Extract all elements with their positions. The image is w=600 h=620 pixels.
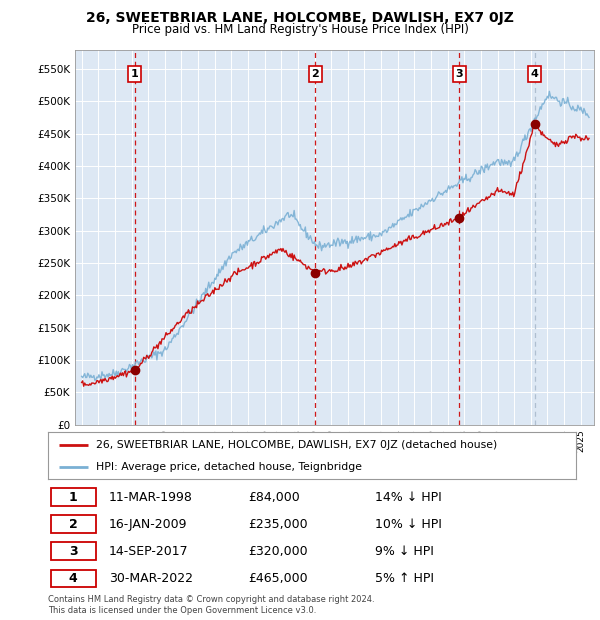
Text: 26, SWEETBRIAR LANE, HOLCOMBE, DAWLISH, EX7 0JZ: 26, SWEETBRIAR LANE, HOLCOMBE, DAWLISH, …: [86, 11, 514, 25]
Text: 3: 3: [69, 545, 77, 558]
Text: 14-SEP-2017: 14-SEP-2017: [109, 545, 188, 558]
Text: £84,000: £84,000: [248, 490, 301, 503]
Text: 4: 4: [69, 572, 77, 585]
Text: 2: 2: [69, 518, 77, 531]
FancyBboxPatch shape: [50, 542, 95, 560]
FancyBboxPatch shape: [50, 570, 95, 588]
Text: HPI: Average price, detached house, Teignbridge: HPI: Average price, detached house, Teig…: [95, 462, 362, 472]
Text: 30-MAR-2022: 30-MAR-2022: [109, 572, 193, 585]
Text: 16-JAN-2009: 16-JAN-2009: [109, 518, 187, 531]
Text: 1: 1: [69, 490, 77, 503]
Text: £465,000: £465,000: [248, 572, 308, 585]
Text: 26, SWEETBRIAR LANE, HOLCOMBE, DAWLISH, EX7 0JZ (detached house): 26, SWEETBRIAR LANE, HOLCOMBE, DAWLISH, …: [95, 440, 497, 450]
Text: 10% ↓ HPI: 10% ↓ HPI: [376, 518, 442, 531]
Text: Contains HM Land Registry data © Crown copyright and database right 2024.
This d: Contains HM Land Registry data © Crown c…: [48, 595, 374, 614]
Text: 2: 2: [311, 69, 319, 79]
Text: 9% ↓ HPI: 9% ↓ HPI: [376, 545, 434, 558]
Text: £235,000: £235,000: [248, 518, 308, 531]
Text: 14% ↓ HPI: 14% ↓ HPI: [376, 490, 442, 503]
Text: 4: 4: [531, 69, 539, 79]
FancyBboxPatch shape: [50, 515, 95, 533]
Text: 1: 1: [131, 69, 139, 79]
Text: Price paid vs. HM Land Registry's House Price Index (HPI): Price paid vs. HM Land Registry's House …: [131, 23, 469, 36]
FancyBboxPatch shape: [50, 488, 95, 506]
Text: 3: 3: [455, 69, 463, 79]
Text: 5% ↑ HPI: 5% ↑ HPI: [376, 572, 434, 585]
Text: 11-MAR-1998: 11-MAR-1998: [109, 490, 193, 503]
Text: £320,000: £320,000: [248, 545, 308, 558]
